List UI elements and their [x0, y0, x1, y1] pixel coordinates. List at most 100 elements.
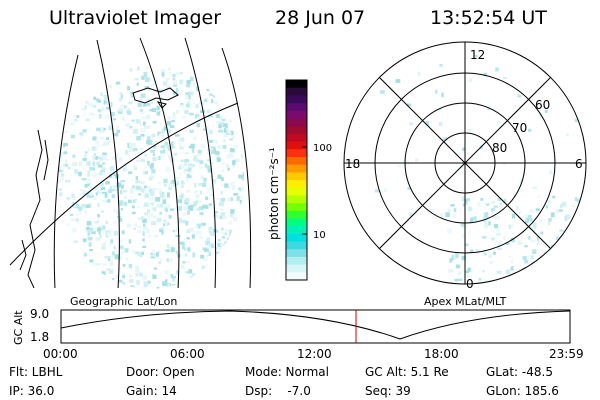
speckle — [85, 118, 90, 121]
speckle — [527, 218, 533, 222]
speckle — [208, 242, 211, 248]
speckle — [60, 164, 65, 168]
speckle — [92, 105, 97, 108]
speckle — [188, 91, 194, 96]
speckle — [510, 267, 514, 271]
speckle — [164, 207, 168, 211]
speckle — [149, 109, 153, 112]
speckle — [102, 167, 106, 171]
speckle — [198, 183, 202, 186]
speckle — [199, 190, 203, 195]
speckle — [165, 78, 170, 80]
speckle — [111, 253, 114, 258]
speckle — [417, 71, 421, 76]
speckle — [87, 173, 90, 177]
speckle — [148, 197, 154, 202]
speckle — [84, 105, 87, 110]
altitude-curve — [60, 310, 571, 340]
speckle — [466, 198, 470, 202]
speckle — [185, 271, 190, 274]
speckle — [125, 123, 130, 127]
speckle — [162, 281, 167, 287]
speckle — [223, 139, 226, 142]
speckle — [223, 232, 228, 235]
apex-map-label: Apex MLat/MLT — [424, 295, 507, 308]
speckle — [143, 125, 146, 129]
speckle — [140, 181, 145, 185]
speckle — [111, 174, 116, 179]
speckle — [102, 162, 106, 165]
speckle — [144, 283, 147, 288]
speckle — [171, 276, 176, 279]
colorbar-tick-100: 100 — [313, 143, 332, 154]
speckle — [132, 250, 137, 254]
speckle — [229, 229, 232, 234]
speckle — [100, 92, 103, 97]
speckle — [174, 152, 177, 156]
speckle — [57, 156, 63, 162]
speckle — [174, 134, 180, 137]
speckle — [462, 203, 466, 207]
speckle — [208, 203, 212, 206]
speckle — [130, 285, 135, 288]
speckle — [102, 242, 107, 247]
speckle — [222, 123, 228, 128]
speckle — [137, 225, 142, 229]
speckle — [146, 160, 150, 165]
speckle — [106, 140, 111, 144]
speckle — [60, 173, 65, 177]
speckle — [140, 110, 145, 115]
gain-value: Gain: 14 — [126, 384, 177, 398]
geographic-map-label: Geographic Lat/Lon — [70, 295, 178, 308]
speckle — [163, 178, 168, 183]
speckle — [447, 228, 452, 234]
speckle — [467, 128, 473, 132]
speckle — [200, 222, 206, 226]
speckle — [229, 153, 234, 158]
speckle — [461, 255, 467, 261]
speckle — [151, 221, 156, 225]
speckle — [443, 137, 448, 141]
speckle — [123, 196, 128, 199]
speckle — [216, 246, 221, 250]
speckle — [100, 169, 106, 175]
speckle — [58, 188, 63, 191]
speckle — [220, 208, 224, 211]
speckle — [158, 205, 162, 208]
mlat-label-80: 80 — [492, 141, 507, 155]
speckle — [130, 178, 133, 182]
speckle — [143, 170, 148, 175]
speckle — [166, 222, 170, 226]
speckle — [217, 243, 222, 248]
speckle — [574, 197, 578, 201]
speckle — [197, 200, 202, 203]
speckle — [435, 89, 438, 94]
speckle — [83, 253, 87, 257]
speckle — [190, 143, 195, 149]
speckle — [179, 90, 183, 94]
speckle — [122, 167, 127, 172]
speckle — [223, 133, 228, 138]
speckle — [481, 236, 487, 239]
speckle — [125, 150, 129, 155]
speckle — [81, 108, 86, 111]
mlt-label-6: 6 — [575, 157, 583, 171]
speckle — [480, 198, 484, 201]
speckle — [528, 236, 531, 240]
speckle — [233, 144, 238, 149]
colorbar-unit-label: photon cm⁻²s⁻¹ — [267, 147, 281, 240]
colorbar-cell — [286, 272, 307, 281]
speckle — [120, 189, 123, 195]
speckle — [229, 138, 233, 141]
speckle — [220, 191, 223, 195]
speckle — [124, 201, 128, 206]
speckle — [158, 250, 160, 254]
observation-time: 13:52:54 UT — [430, 7, 547, 29]
speckle — [230, 181, 235, 185]
speckle — [179, 137, 185, 142]
speckle — [130, 91, 133, 96]
speckle — [220, 231, 225, 235]
speckle — [70, 122, 75, 126]
speckle — [532, 186, 537, 189]
speckle — [93, 146, 98, 151]
